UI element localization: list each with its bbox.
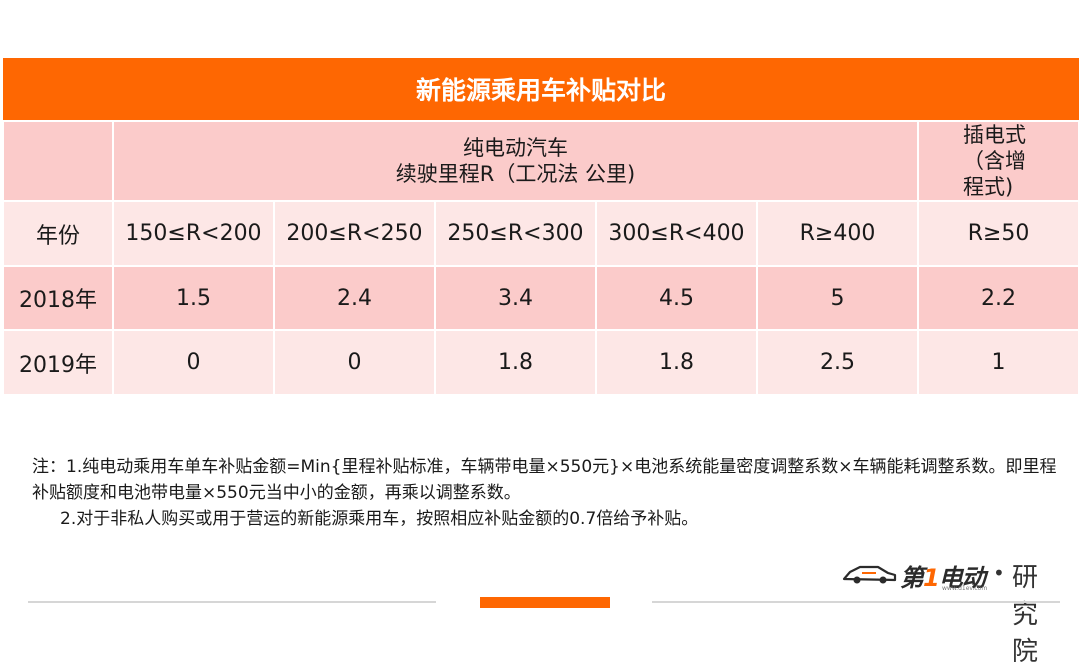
table-cell: 0 — [273, 329, 436, 396]
phev-header-line1: 插电式 — [963, 123, 1026, 147]
footer-accent-bar — [480, 597, 610, 608]
table-cell: 1 — [916, 329, 1080, 396]
table-cell: 5 — [756, 265, 919, 331]
bev-header-line1: 纯电动汽车 — [463, 136, 568, 160]
table-title: 新能源乘用车补贴对比 — [3, 58, 1080, 121]
footnotes: 注：1.纯电动乘用车单车补贴金额=Min{里程补贴标准，车辆带电量×550元}×… — [32, 454, 1062, 532]
d1ev-institute-logo: 第1电动 • 研究院 www.d1ev.com — [842, 555, 1057, 667]
logo-url: www.d1ev.com — [942, 585, 988, 592]
footnote-1: 注：1.纯电动乘用车单车补贴金额=Min{里程补贴标准，车辆带电量×550元}×… — [32, 457, 1057, 503]
phev-header-line3: 程式) — [963, 175, 1014, 199]
column-header: 150≤R<200 — [112, 200, 275, 267]
column-header: 200≤R<250 — [273, 200, 436, 267]
car-icon — [842, 565, 897, 584]
logo-brand: 第1电动 — [900, 558, 986, 593]
column-header-row: 年份 150≤R<200 200≤R<250 250≤R<300 300≤R<4… — [2, 200, 1080, 267]
column-header: 年份 — [2, 200, 114, 267]
empty-header-cell — [2, 120, 114, 202]
table-cell: 2018年 — [2, 265, 114, 331]
column-header: 300≤R<400 — [595, 200, 758, 267]
slide: 新能源乘用车补贴对比 纯电动汽车 续驶里程R（工况法 公里) 插电式 （含增 程… — [2, 58, 1080, 667]
table-cell: 1.8 — [595, 329, 758, 396]
column-header: 250≤R<300 — [434, 200, 597, 267]
logo-brand-suffix: 电动 — [938, 564, 986, 592]
phev-group-header: 插电式 （含增 程式) — [916, 120, 1080, 202]
table-cell: 1.5 — [112, 265, 275, 331]
footer-line-left — [28, 601, 436, 603]
logo-institute: 研究院 — [1012, 563, 1038, 667]
table-cell: 2.5 — [756, 329, 919, 396]
table-cell: 2.2 — [916, 265, 1080, 331]
table-row: 2018年 1.5 2.4 3.4 4.5 5 2.2 — [2, 265, 1080, 331]
phev-header-line2: （含增 — [963, 149, 1026, 173]
column-header: R≥50 — [916, 200, 1080, 267]
table-cell: 4.5 — [595, 265, 758, 331]
bev-group-header: 纯电动汽车 续驶里程R（工况法 公里) — [112, 120, 919, 202]
table-cell: 2.4 — [273, 265, 436, 331]
logo-brand-one: 1 — [923, 564, 940, 592]
logo-dot: • — [993, 561, 1005, 585]
group-header-row: 纯电动汽车 续驶里程R（工况法 公里) 插电式 （含增 程式) — [2, 120, 1080, 202]
table-cell: 3.4 — [434, 265, 597, 331]
subsidy-comparison-table: 新能源乘用车补贴对比 纯电动汽车 续驶里程R（工况法 公里) 插电式 （含增 程… — [2, 58, 1080, 396]
table-row: 2019年 0 0 1.8 1.8 2.5 1 — [2, 329, 1080, 396]
table-cell: 1.8 — [434, 329, 597, 396]
table-cell: 0 — [112, 329, 275, 396]
bev-header-line2: 续驶里程R（工况法 公里) — [395, 162, 636, 186]
logo-brand-prefix: 第 — [900, 564, 924, 592]
footnote-2: 2.对于非私人购买或用于营运的新能源乘用车，按照相应补贴金额的0.7倍给予补贴。 — [60, 509, 699, 529]
footer-line-right — [652, 601, 1060, 603]
table-cell: 2019年 — [2, 329, 114, 396]
column-header: R≥400 — [756, 200, 919, 267]
